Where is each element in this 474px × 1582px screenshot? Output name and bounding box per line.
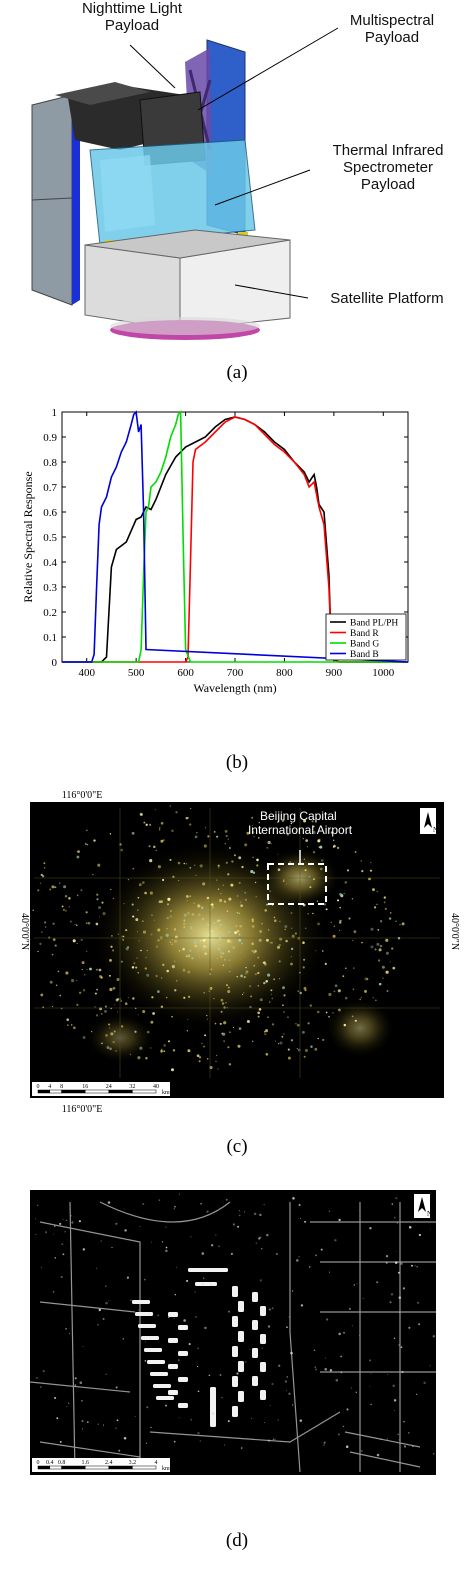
chart-svg: 400 500 600 700 800 900 1000 0 0.1 0.2 0.3 0.4 0.5 0.…: [21, 407, 409, 695]
x-tick-label: 600: [177, 667, 194, 679]
svg-text:0: 0: [37, 1460, 40, 1466]
map-frame: [30, 1190, 436, 1475]
x-tick-label: 1000: [372, 667, 395, 679]
x-tick-label: 400: [78, 667, 95, 679]
scale-bar-box: [32, 1082, 170, 1096]
caption-c: (c): [226, 1136, 248, 1157]
label-thermal-payload: Thermal Infrared Spectrometer Payload: [332, 142, 444, 193]
caption-a: (a): [226, 362, 248, 383]
series-line-0: [62, 416, 408, 663]
x-tick-label: 500: [128, 667, 145, 679]
light-points: [32, 805, 440, 1078]
svg-text:km: km: [162, 1466, 170, 1472]
left-panel-blue-edge: [72, 95, 80, 305]
lat-label-right: 40°0'0"N: [449, 913, 460, 950]
series-line-2: [62, 410, 408, 663]
airport-label: Beijing Capital International Airport: [248, 809, 353, 837]
satellite-diagram-panel: Nighttime Light Payload Multispectral Pa…: [0, 0, 474, 350]
svg-text:32: 32: [129, 1084, 135, 1090]
airport-highlight-box: [267, 863, 327, 905]
leader-line: [234, 284, 309, 299]
legend-entry: Band G: [350, 640, 379, 650]
y-tick-label: 0.3: [43, 582, 57, 594]
y-tick-label: 0: [52, 657, 58, 669]
svg-text:km: km: [162, 1090, 170, 1096]
y-tick-label: 1: [52, 407, 58, 419]
lon-label-top: 116°0'0"E: [62, 790, 103, 801]
airport-nightlight-map-panel: N 0 0.4 0.8 1.6 2.4 3.2 4 km: [0, 1182, 474, 1512]
y-tick-label: 0.4: [43, 557, 57, 569]
y-tick-label: 0.9: [43, 432, 57, 444]
north-arrow-icon: [424, 812, 432, 828]
y-tick-label: 0.6: [43, 507, 57, 519]
y-tick-label: 0.2: [43, 607, 57, 619]
caption-d: (d): [225, 1530, 249, 1551]
leader-line: [129, 44, 176, 89]
leader-line: [214, 169, 311, 206]
north-arrow-icon: [418, 1197, 426, 1212]
north-label: N: [427, 1210, 432, 1218]
road-network: [29, 1201, 436, 1473]
svg-text:3.2: 3.2: [129, 1460, 137, 1466]
svg-text:4: 4: [48, 1084, 51, 1090]
lat-label-left: 40°0'0"N: [19, 913, 30, 950]
terminal-lights: [35, 1193, 435, 1457]
lon-label-bottom: 116°0'0"E: [62, 1104, 103, 1115]
svg-text:1.6: 1.6: [81, 1460, 89, 1466]
beijing-map: 116°0'0"E Beijing Capital International …: [19, 790, 460, 1115]
svg-text:0: 0: [37, 1084, 40, 1090]
label-nighttime-payload: Nighttime Light Payload: [81, 0, 183, 34]
legend-entry: Band B: [350, 650, 379, 660]
svg-text:0.4: 0.4: [46, 1460, 54, 1466]
legend-entry: Band PL/PH: [350, 619, 398, 629]
series-line-1: [62, 416, 408, 663]
legend-entry: Band R: [350, 629, 379, 639]
svg-text:4: 4: [155, 1460, 158, 1466]
svg-text:24: 24: [106, 1084, 112, 1090]
beijing-nightlight-map-panel: 116°0'0"E Beijing Capital International …: [0, 788, 474, 1118]
y-tick-label: 0.5: [43, 532, 57, 544]
svg-text:40: 40: [153, 1084, 159, 1090]
spectral-response-chart: 400 500 600 700 800 900 1000 0 0.1 0.2 0.3 0.4 0.5 0.…: [0, 400, 474, 740]
svg-text:0.8: 0.8: [58, 1460, 66, 1466]
y-tick-label: 0.8: [43, 457, 57, 469]
label-satellite-platform: Satellite Platform: [330, 290, 444, 307]
scale-bar: 0 0.4 0.8 1.6 2.4 3.2 4 km: [37, 1460, 171, 1472]
x-tick-label: 800: [276, 667, 293, 679]
north-label: N: [433, 826, 438, 834]
x-tick-label: 900: [326, 667, 343, 679]
airport-map: N 0 0.4 0.8 1.6 2.4 3.2 4 km: [29, 1190, 436, 1475]
series-line-3: [62, 410, 409, 663]
label-multispectral-payload: Multispectral Payload: [349, 12, 435, 46]
svg-text:16: 16: [82, 1084, 88, 1090]
x-axis-label: Wavelength (nm): [193, 681, 276, 695]
svg-text:8: 8: [60, 1084, 63, 1090]
platform-front-face: [84, 244, 181, 331]
caption-b: (b): [225, 752, 249, 773]
satellite-illustration: [31, 27, 339, 340]
y-tick-label: 0.1: [43, 632, 57, 644]
y-tick-label: 0.7: [43, 482, 57, 494]
x-tick-label: 700: [227, 667, 244, 679]
y-axis-label: Relative Spectral Response: [21, 471, 35, 602]
svg-text:2.4: 2.4: [105, 1460, 113, 1466]
leader-line: [197, 27, 339, 111]
